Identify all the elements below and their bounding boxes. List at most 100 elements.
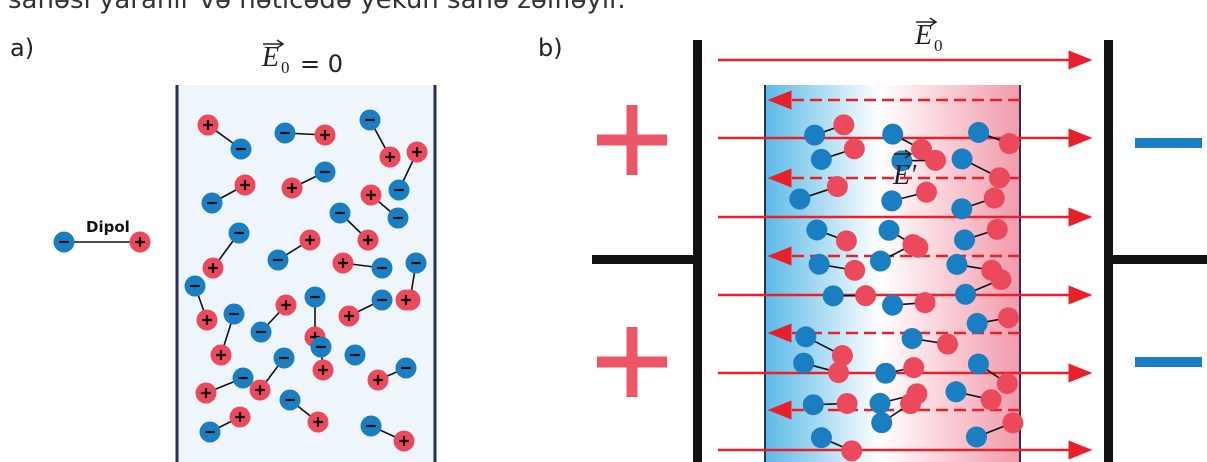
negative-charge bbox=[946, 253, 968, 275]
charge-sign bbox=[208, 263, 218, 273]
positive-charge bbox=[827, 362, 849, 384]
charge-sign bbox=[412, 147, 422, 157]
plate bbox=[693, 40, 702, 462]
positive-charge bbox=[835, 230, 857, 252]
positive-charge bbox=[843, 138, 865, 160]
charge-sign bbox=[320, 130, 330, 140]
negative-charge bbox=[965, 426, 987, 448]
field-symbol: E bbox=[914, 20, 932, 51]
vector-arrow bbox=[894, 149, 913, 159]
negative-charge bbox=[869, 392, 891, 414]
caption: sahəsi yaranır və nəticədə yekun sahə zə… bbox=[8, 0, 626, 15]
charge-sign bbox=[287, 183, 297, 193]
negative-charge bbox=[822, 285, 844, 307]
positive-charge bbox=[844, 259, 866, 281]
negative-charge bbox=[878, 219, 900, 241]
charge-sign bbox=[203, 120, 213, 130]
negative-charge bbox=[891, 150, 913, 172]
charge-sign bbox=[240, 180, 250, 190]
negative-charge bbox=[882, 294, 904, 316]
vector-arrow bbox=[916, 17, 938, 27]
charge-sign bbox=[135, 237, 145, 247]
field-value: = 0 bbox=[300, 50, 343, 78]
charge-sign bbox=[281, 300, 291, 310]
wire bbox=[1110, 255, 1207, 264]
charge-sign bbox=[373, 375, 383, 385]
panel-a: a) E 0 = 0 Dipol bbox=[10, 34, 437, 462]
charge-sign bbox=[305, 235, 315, 245]
negative-charge bbox=[871, 412, 893, 434]
charge-sign bbox=[338, 258, 348, 268]
field-subscript: 0 bbox=[934, 36, 943, 55]
positive-charge bbox=[983, 187, 1005, 209]
negative-charge bbox=[966, 312, 988, 334]
charge-sign bbox=[401, 295, 411, 305]
panel-b: b) E 0 E′ bbox=[538, 17, 1207, 462]
positive-charge bbox=[833, 114, 855, 136]
negative-charge bbox=[793, 352, 815, 374]
negative-charge bbox=[882, 123, 904, 145]
negative-charge bbox=[795, 326, 817, 348]
negative-charge bbox=[869, 250, 891, 272]
charge-sign bbox=[235, 412, 245, 422]
negative-charge bbox=[808, 253, 830, 275]
positive-charge bbox=[900, 393, 922, 415]
negative-charge bbox=[967, 353, 989, 375]
charge-sign bbox=[201, 388, 211, 398]
negative-charge bbox=[954, 229, 976, 251]
positive-charge bbox=[937, 333, 959, 355]
positive-charge bbox=[986, 218, 1008, 240]
positive-charge bbox=[914, 292, 936, 314]
positive-charge bbox=[841, 440, 863, 462]
negative-charge bbox=[881, 190, 903, 212]
wire bbox=[592, 255, 697, 264]
charge-sign bbox=[385, 152, 395, 162]
charge-sign bbox=[318, 365, 328, 375]
field-symbol: E bbox=[261, 42, 279, 73]
negative-charge bbox=[802, 394, 824, 416]
charge-sign bbox=[216, 350, 226, 360]
field-subscript: 0 bbox=[281, 58, 290, 77]
dipole-label: Dipol bbox=[86, 218, 130, 236]
negative-charge bbox=[804, 124, 826, 146]
charge-sign bbox=[313, 417, 323, 427]
negative-charge bbox=[789, 188, 811, 210]
positive-charge bbox=[836, 392, 858, 414]
charge-sign bbox=[399, 436, 409, 446]
charge-sign bbox=[363, 235, 373, 245]
negative-charge bbox=[951, 148, 973, 170]
positive-charge bbox=[831, 345, 853, 367]
positive-charge bbox=[998, 133, 1020, 155]
charge-sign bbox=[202, 315, 212, 325]
charge-sign bbox=[344, 311, 354, 321]
panel-label: b) bbox=[538, 34, 563, 62]
negative-charge bbox=[806, 219, 828, 241]
positive-charge bbox=[997, 307, 1019, 329]
negative-charge bbox=[901, 327, 923, 349]
negative-charge bbox=[945, 381, 967, 403]
positive-charge bbox=[990, 269, 1012, 291]
positive-charge bbox=[855, 285, 877, 307]
negative-charge bbox=[951, 198, 973, 220]
positive-charge bbox=[826, 176, 848, 198]
panel-label: a) bbox=[10, 34, 34, 62]
negative-charge bbox=[810, 427, 832, 449]
negative-charge bbox=[810, 148, 832, 170]
negative-charge bbox=[968, 121, 990, 143]
positive-charge bbox=[996, 373, 1018, 395]
positive-charge bbox=[903, 357, 925, 379]
plate bbox=[1104, 40, 1113, 462]
vector-arrow bbox=[263, 39, 285, 49]
negative-charge bbox=[875, 362, 897, 384]
charge-sign bbox=[366, 190, 376, 200]
positive-charge bbox=[1002, 412, 1024, 434]
positive-charge bbox=[902, 234, 924, 256]
negative-charge bbox=[955, 283, 977, 305]
induced-field-label: E′ bbox=[892, 160, 917, 191]
positive-charge bbox=[980, 389, 1002, 411]
minus-sign bbox=[1135, 138, 1202, 367]
charge-sign bbox=[255, 385, 265, 395]
plus-sign bbox=[597, 105, 667, 397]
positive-charge bbox=[988, 167, 1010, 189]
